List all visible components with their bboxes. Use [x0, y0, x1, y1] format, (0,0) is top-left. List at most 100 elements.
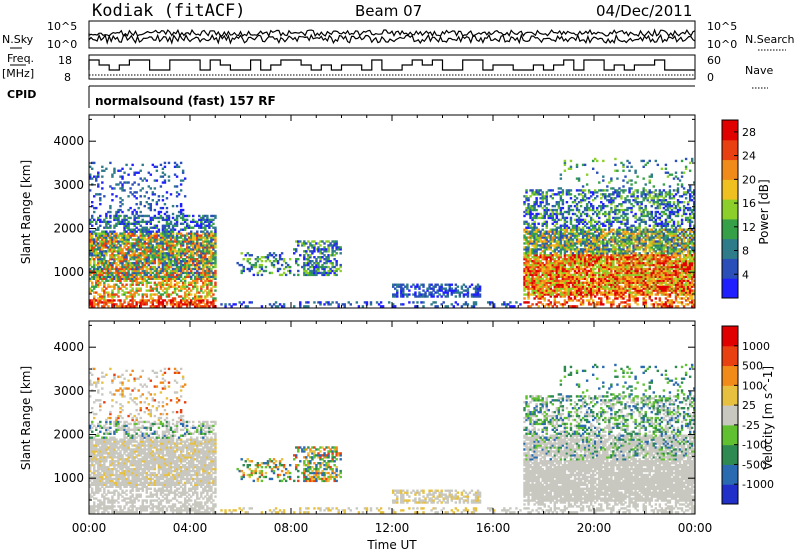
power-cell [129, 295, 132, 298]
power-cell [525, 191, 528, 194]
power-cell [565, 281, 569, 284]
power-cell [171, 291, 175, 294]
power-cell [541, 297, 544, 300]
power-cell [105, 287, 108, 290]
power-cell [535, 275, 538, 279]
power-cell [147, 256, 150, 259]
power-cell [91, 238, 94, 241]
power-cell [135, 222, 138, 225]
power-cell [115, 238, 118, 241]
power-cell [563, 287, 567, 290]
power-cell [133, 271, 136, 275]
power-cell [573, 258, 577, 261]
power-cell [107, 263, 110, 267]
power-cell [573, 199, 577, 202]
power-cell [303, 250, 306, 253]
power-cell [567, 295, 571, 298]
power-cell [141, 228, 144, 231]
power-cell [585, 259, 589, 263]
power-cell [125, 263, 128, 267]
power-cell [143, 259, 146, 263]
power-cell [153, 299, 157, 302]
power-cell [466, 295, 470, 298]
power-cell [145, 273, 148, 277]
power-cell [169, 281, 173, 284]
power-cell [337, 246, 340, 249]
power-cell [210, 224, 213, 227]
power-cell [202, 271, 205, 275]
power-cell [159, 236, 163, 239]
power-cell [151, 230, 155, 233]
power-cell [105, 259, 108, 263]
power-cell [557, 267, 561, 271]
power-cell [135, 248, 138, 251]
power-cell [125, 218, 128, 222]
power-cell [575, 250, 579, 253]
power-cell [161, 267, 165, 271]
power-cell [198, 271, 201, 275]
power-cell [171, 275, 175, 279]
power-cell [563, 271, 567, 275]
power-cell [537, 281, 540, 284]
power-cell [161, 175, 165, 178]
power-cell [169, 259, 173, 263]
power-cell [604, 252, 607, 255]
power-cell [527, 197, 530, 200]
power-cell [274, 254, 278, 257]
power-cell [545, 199, 548, 202]
power-cell [109, 275, 112, 279]
power-cell [474, 285, 478, 288]
power-cell [99, 236, 102, 239]
power-cell [161, 269, 165, 273]
power-cell [99, 259, 102, 263]
power-cell [131, 244, 134, 247]
power-cell [157, 283, 161, 286]
power-cell [119, 175, 122, 178]
power-cell [452, 305, 456, 308]
power-cell [583, 277, 587, 281]
power-cell [121, 269, 124, 273]
power-cell [563, 265, 567, 269]
power-cell [525, 240, 528, 243]
power-cell [616, 305, 619, 308]
power-cell [598, 248, 601, 251]
power-cell [89, 250, 92, 253]
power-cell [183, 218, 187, 222]
power-cell [210, 283, 213, 286]
power-cell [155, 165, 159, 169]
power-cell [567, 297, 571, 300]
power-cell [177, 267, 181, 271]
power-cell [565, 193, 569, 196]
power-cell [181, 271, 185, 275]
power-cell [125, 261, 128, 265]
power-cell [121, 254, 124, 257]
power-cell [567, 261, 571, 265]
power-cell [575, 228, 579, 231]
power-cell [331, 269, 334, 273]
power-cell [620, 202, 623, 206]
power-cell [143, 275, 146, 279]
power-cell [531, 283, 534, 286]
power-cell [183, 285, 187, 288]
power-cell [208, 226, 211, 229]
power-cell [93, 254, 96, 257]
power-cell [177, 275, 181, 279]
power-cell [551, 277, 554, 281]
power-cell [167, 279, 171, 282]
power-cell [202, 214, 205, 218]
power-cell [559, 246, 563, 249]
power-cell [169, 220, 173, 224]
power-cell [535, 248, 538, 251]
power-cell [149, 289, 153, 292]
power-cell [183, 195, 187, 198]
power-cell [509, 301, 512, 304]
power-cell [602, 212, 605, 216]
power-cell [325, 248, 328, 251]
power-cell [103, 236, 106, 239]
power-cell [254, 265, 258, 269]
power-cell [549, 230, 552, 233]
power-cell [585, 212, 589, 216]
power-cell [307, 240, 310, 243]
power-cell [476, 283, 480, 286]
power-cell [543, 269, 546, 273]
